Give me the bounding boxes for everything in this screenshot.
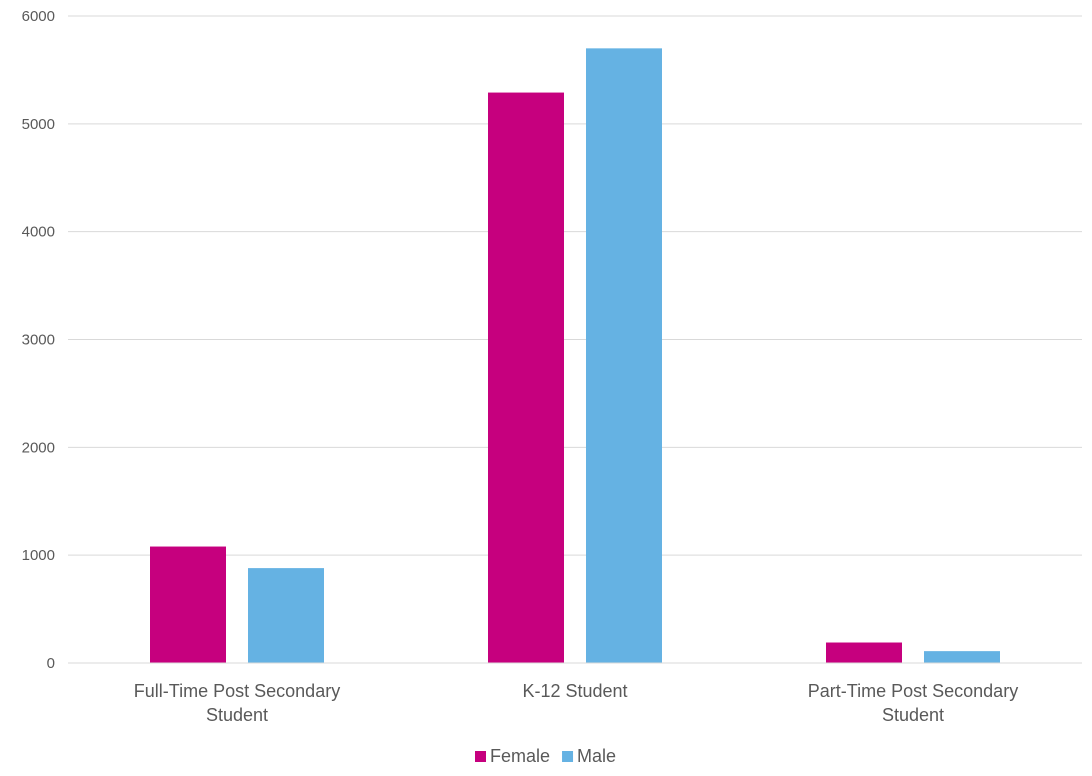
bar-male-2	[924, 651, 1000, 663]
x-category-label-line: Student	[206, 705, 268, 725]
y-tick-label: 4000	[22, 224, 55, 241]
legend-label: Female	[490, 746, 550, 766]
x-category-label: Part-Time Post Secondary Student	[808, 681, 1018, 725]
x-category-label-line: Part-Time Post Secondary	[808, 681, 1018, 701]
x-axis-category-labels: Full-Time Post Secondary Student K-12 Stud…	[134, 681, 1018, 725]
legend-item-female: Female	[475, 746, 550, 766]
x-category-label-line: Full-Time Post Secondary	[134, 681, 340, 701]
x-category-label-line: Student	[882, 705, 944, 725]
legend: Female Male	[475, 746, 616, 766]
x-category-label-line: K-12 Student	[522, 681, 627, 701]
bar-female-0	[150, 546, 226, 663]
bar-female-2	[826, 642, 902, 663]
y-tick-label: 6000	[22, 8, 55, 25]
legend-swatch	[562, 751, 574, 762]
bar-male-0	[248, 568, 324, 663]
x-category-label: Full-Time Post Secondary Student	[134, 681, 340, 725]
y-tick-label: 0	[47, 655, 55, 672]
y-tick-label: 5000	[22, 116, 55, 133]
y-tick-label: 3000	[22, 332, 55, 349]
legend-item-male: Male	[562, 746, 616, 766]
bar-female-1	[488, 92, 564, 664]
bar-male-1	[586, 48, 662, 664]
legend-swatch	[475, 751, 486, 762]
y-tick-label: 2000	[22, 439, 55, 456]
gridlines	[68, 15, 1082, 556]
legend-label: Male	[577, 746, 616, 766]
y-tick-label: 1000	[22, 547, 55, 564]
x-category-label: K-12 Student	[522, 681, 627, 701]
bars	[150, 48, 1000, 664]
y-axis-tick-labels: 0 1000 2000 3000 4000 5000 6000	[22, 8, 55, 672]
